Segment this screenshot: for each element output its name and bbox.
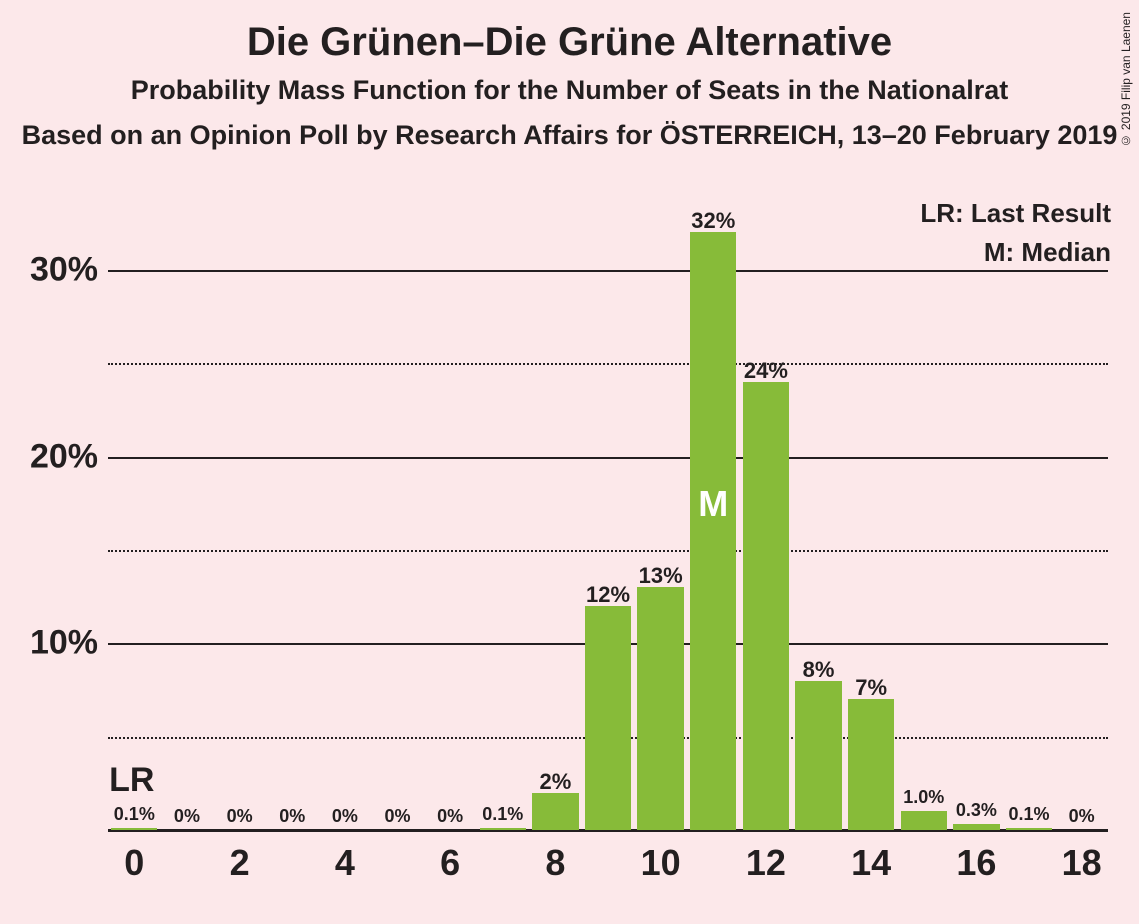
x-tick-label: 18: [1062, 842, 1102, 884]
y-axis-label: 20%: [30, 437, 98, 476]
bar-value-label: 2%: [539, 769, 571, 795]
bar: [690, 232, 736, 830]
x-tick-label: 12: [746, 842, 786, 884]
bar-value-label: 0%: [437, 806, 463, 827]
bar-value-label: 7%: [855, 675, 887, 701]
bar: [111, 828, 157, 830]
x-tick-label: 0: [124, 842, 144, 884]
median-marker: M: [698, 483, 728, 525]
chart-source: Based on an Opinion Poll by Research Aff…: [0, 120, 1139, 151]
bar: [532, 793, 578, 830]
chart-title: Die Grünen–Die Grüne Alternative: [0, 0, 1139, 65]
gridline: [108, 550, 1108, 552]
bar-value-label: 0.1%: [114, 804, 155, 825]
bar: [795, 681, 841, 830]
bar-value-label: 1.0%: [903, 787, 944, 808]
bar: [585, 606, 631, 830]
bar-value-label: 0.3%: [956, 800, 997, 821]
copyright-text: © 2019 Filip van Laenen: [1119, 12, 1133, 147]
bar: [637, 587, 683, 830]
y-axis-label: 30%: [30, 250, 98, 289]
bar-value-label: 0%: [279, 806, 305, 827]
bar-value-label: 0.1%: [1009, 804, 1050, 825]
x-axis: 0 2 4 6 8 10 12 14 16 18: [108, 836, 1108, 896]
gridline: [108, 457, 1108, 459]
gridline: [108, 363, 1108, 365]
gridline: [108, 270, 1108, 272]
x-tick-label: 14: [851, 842, 891, 884]
x-tick-label: 6: [440, 842, 460, 884]
x-tick-label: 2: [230, 842, 250, 884]
bar-value-label: 13%: [639, 563, 683, 589]
last-result-marker: LR: [109, 761, 154, 800]
chart-subtitle: Probability Mass Function for the Number…: [0, 75, 1139, 106]
chart-plot-area: 10%20%30%0.1%0%0%0%0%0%0%0.1%2%12%13%32%…: [108, 210, 1108, 830]
bar: [901, 811, 947, 830]
bar: [1006, 828, 1052, 830]
bar-value-label: 0%: [384, 806, 410, 827]
bar-value-label: 24%: [744, 358, 788, 384]
x-tick-label: 4: [335, 842, 355, 884]
bar-value-label: 8%: [803, 657, 835, 683]
bar: [480, 828, 526, 830]
bar-value-label: 12%: [586, 582, 630, 608]
x-tick-label: 10: [641, 842, 681, 884]
bar: [953, 824, 999, 830]
bar-value-label: 0%: [174, 806, 200, 827]
bar-value-label: 0.1%: [482, 804, 523, 825]
x-tick-label: 8: [545, 842, 565, 884]
bar-value-label: 32%: [691, 208, 735, 234]
bar-value-label: 0%: [1069, 806, 1095, 827]
bar-value-label: 0%: [332, 806, 358, 827]
bar: [743, 382, 789, 830]
bar: [848, 699, 894, 830]
y-axis-label: 10%: [30, 624, 98, 663]
x-tick-label: 16: [956, 842, 996, 884]
bar-value-label: 0%: [227, 806, 253, 827]
